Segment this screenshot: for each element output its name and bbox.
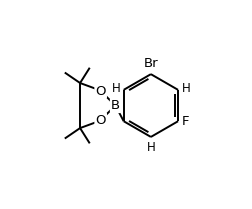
Text: H: H — [111, 82, 120, 95]
Text: F: F — [182, 115, 190, 128]
Text: O: O — [96, 85, 106, 98]
Text: Br: Br — [144, 57, 158, 70]
Text: H: H — [182, 82, 190, 95]
Text: B: B — [111, 99, 120, 112]
Text: O: O — [96, 113, 106, 126]
Text: H: H — [146, 141, 155, 154]
